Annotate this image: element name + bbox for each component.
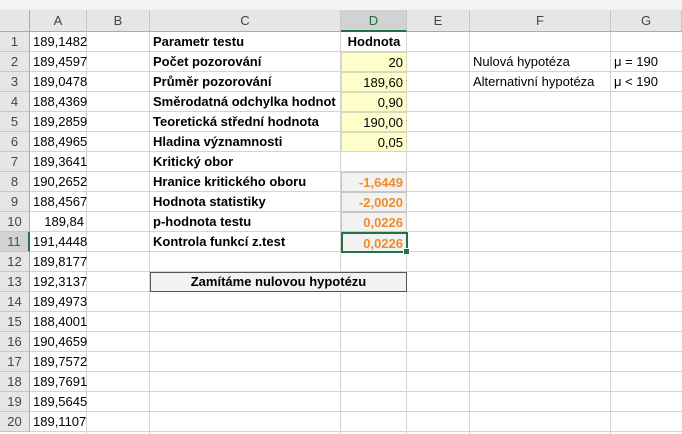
hypothesis-alt-value: μ < 190 (614, 74, 658, 89)
row-header-8[interactable]: 8 (0, 172, 30, 192)
row-header-3[interactable]: 3 (0, 72, 30, 92)
hypothesis-null-value: μ = 190 (614, 54, 658, 69)
row-header-15[interactable]: 15 (0, 312, 30, 332)
cell-a19[interactable]: 189,5645 (33, 394, 87, 409)
cell-a15[interactable]: 188,4001 (33, 314, 87, 329)
param-label-stdev: Směrodatná odchylka hodnot (153, 94, 336, 109)
top-strip (0, 0, 682, 10)
cell-a17[interactable]: 189,7572 (33, 354, 87, 369)
row-header-2[interactable]: 2 (0, 52, 30, 72)
result-label-p-value: p-hodnota testu (153, 214, 252, 229)
param-value-count[interactable]: 20 (341, 52, 407, 72)
row-header-9[interactable]: 9 (0, 192, 30, 212)
hypothesis-null-label: Nulová hypotéza (473, 54, 570, 69)
cell-a10[interactable]: 189,84 (44, 214, 84, 229)
cell-a2[interactable]: 189,4597 (33, 54, 87, 69)
row-header-13[interactable]: 13 (0, 272, 30, 292)
fill-handle[interactable] (403, 248, 410, 255)
cell-a8[interactable]: 190,2652 (33, 174, 87, 189)
param-header-value: Hodnota (347, 34, 401, 49)
result-value-ztest-check[interactable]: 0,0226 (341, 232, 408, 253)
cell-a1[interactable]: 189,1482 (33, 34, 87, 49)
cell-a13[interactable]: 192,3137 (33, 274, 87, 289)
cell-a9[interactable]: 188,4567 (33, 194, 87, 209)
column-header-c[interactable]: C (150, 10, 341, 32)
critical-region-heading: Kritický obor (153, 154, 234, 169)
param-value-theoretical-mean[interactable]: 190,00 (341, 112, 407, 132)
conclusion-banner[interactable]: Zamítáme nulovou hypotézu (150, 272, 407, 292)
column-header-b[interactable]: B (87, 10, 150, 32)
cell-a7[interactable]: 189,3641 (33, 154, 87, 169)
param-value-stdev[interactable]: 0,90 (341, 92, 407, 112)
column-header-d[interactable]: D (341, 10, 407, 32)
cell-a3[interactable]: 189,0478 (33, 74, 87, 89)
column-header-f[interactable]: F (470, 10, 611, 32)
cell-a12[interactable]: 189,8177 (33, 254, 87, 269)
row-header-10[interactable]: 10 (0, 212, 30, 232)
row-header-1[interactable]: 1 (0, 32, 30, 52)
column-header-a[interactable]: A (30, 10, 87, 32)
cell-a11[interactable]: 191,4448 (33, 234, 87, 249)
param-value-significance[interactable]: 0,05 (341, 132, 407, 152)
cell-a20[interactable]: 189,1107 (33, 414, 87, 429)
cell-a4[interactable]: 188,4369 (33, 94, 87, 109)
row-header-16[interactable]: 16 (0, 332, 30, 352)
column-header-g[interactable]: G (611, 10, 682, 32)
row-header-17[interactable]: 17 (0, 352, 30, 372)
row-header-5[interactable]: 5 (0, 112, 30, 132)
param-label-mean: Průměr pozorování (153, 74, 272, 89)
row-header-11[interactable]: 11 (0, 232, 30, 252)
row-header-7[interactable]: 7 (0, 152, 30, 172)
row-header-6[interactable]: 6 (0, 132, 30, 152)
row-header-20[interactable]: 20 (0, 412, 30, 432)
result-label-ztest-check: Kontrola funkcí z.test (153, 234, 286, 249)
cell-a5[interactable]: 189,2859 (33, 114, 87, 129)
row-header-12[interactable]: 12 (0, 252, 30, 272)
result-value-critical-bound[interactable]: -1,6449 (341, 172, 407, 192)
param-label-theoretical-mean: Teoretická střední hodnota (153, 114, 319, 129)
result-value-statistic[interactable]: -2,0020 (341, 192, 407, 212)
cell-a18[interactable]: 189,7691 (33, 374, 87, 389)
param-header-label: Parametr testu (153, 34, 245, 49)
cell-a16[interactable]: 190,4659 (33, 334, 87, 349)
row-header-14[interactable]: 14 (0, 292, 30, 312)
param-label-significance: Hladina významnosti (153, 134, 283, 149)
param-value-mean[interactable]: 189,60 (341, 72, 407, 92)
result-label-statistic: Hodnota statistiky (153, 194, 266, 209)
row-header-19[interactable]: 19 (0, 392, 30, 412)
cell-a14[interactable]: 189,4973 (33, 294, 87, 309)
result-value-p-value[interactable]: 0,0226 (341, 212, 407, 232)
param-label-count: Počet pozorování (153, 54, 262, 69)
cell-a6[interactable]: 188,4965 (33, 134, 87, 149)
result-label-critical-bound: Hranice kritického oboru (153, 174, 307, 189)
row-header-4[interactable]: 4 (0, 92, 30, 112)
hypothesis-alt-label: Alternativní hypotéza (473, 74, 595, 89)
select-all-corner[interactable] (0, 10, 30, 32)
row-header-18[interactable]: 18 (0, 372, 30, 392)
column-header-e[interactable]: E (407, 10, 470, 32)
